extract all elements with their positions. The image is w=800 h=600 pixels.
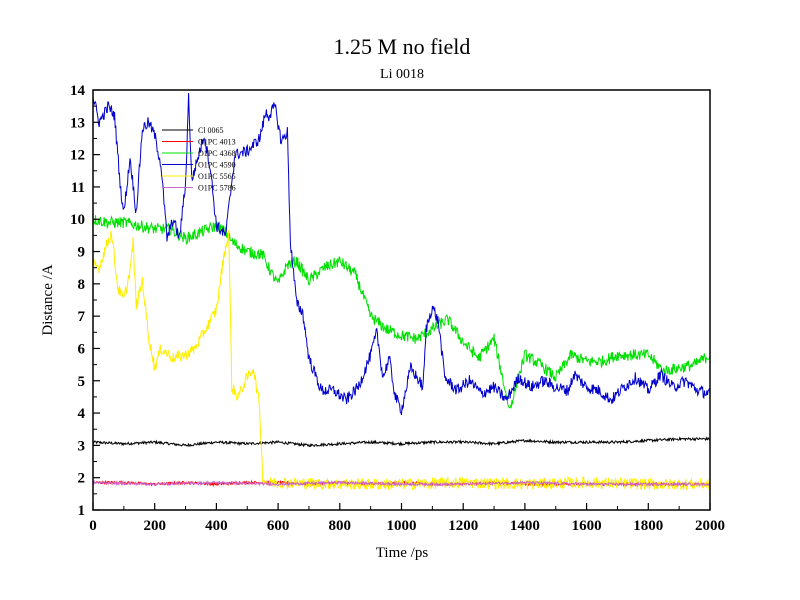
y-tick-label: 12 bbox=[70, 148, 85, 164]
x-tick-label: 800 bbox=[329, 518, 352, 534]
legend-label: O1PC 5786 bbox=[198, 184, 236, 193]
chart-title: 1.25 M no field bbox=[334, 34, 471, 59]
chart-subtitle: Li 0018 bbox=[380, 67, 424, 82]
x-tick-label: 600 bbox=[267, 518, 290, 534]
tick-layer: 0 200 400 600 800 1000 1200 1400 1600 1800 2000123… bbox=[70, 83, 725, 534]
x-axis-label: Time /ps bbox=[376, 545, 429, 561]
y-tick-label: 1 bbox=[78, 503, 86, 519]
y-tick-label: 7 bbox=[78, 309, 86, 325]
legend-label: O1PC 4368 bbox=[198, 149, 236, 158]
series-line-2 bbox=[92, 215, 711, 409]
series-line-4 bbox=[92, 229, 711, 491]
y-tick-label: 3 bbox=[78, 438, 86, 454]
legend-label: O1PC 4590 bbox=[198, 161, 236, 170]
series-line-3 bbox=[92, 92, 711, 416]
y-tick-label: 4 bbox=[78, 406, 86, 422]
legend: Cl 0065 O1PC 4013 O1PC 4368 O1PC 4590 O1PC 5… bbox=[162, 126, 236, 193]
x-tick-label: 1600 bbox=[572, 518, 602, 534]
legend-label: Cl 0065 bbox=[198, 126, 224, 135]
x-tick-label: 1800 bbox=[633, 518, 663, 534]
y-tick-label: 11 bbox=[71, 180, 85, 196]
x-tick-label: 1200 bbox=[448, 518, 478, 534]
y-tick-label: 9 bbox=[78, 245, 86, 261]
x-tick-label: 200 bbox=[143, 518, 166, 534]
x-tick-label: 1400 bbox=[510, 518, 540, 534]
y-axis-label: Distance /A bbox=[40, 264, 56, 335]
y-tick-label: 2 bbox=[78, 471, 86, 487]
y-tick-label: 13 bbox=[70, 115, 85, 131]
x-tick-label: 400 bbox=[205, 518, 228, 534]
legend-label: O1PC 5565 bbox=[198, 172, 236, 181]
legend-label: O1PC 4013 bbox=[198, 138, 236, 147]
x-tick-label: 0 bbox=[89, 518, 97, 534]
y-tick-label: 10 bbox=[70, 212, 85, 228]
series-line-0 bbox=[92, 436, 711, 448]
y-tick-label: 6 bbox=[78, 341, 86, 357]
series-line-5 bbox=[92, 479, 711, 488]
y-tick-label: 14 bbox=[70, 83, 86, 99]
series-layer bbox=[92, 92, 711, 491]
y-tick-label: 8 bbox=[78, 277, 86, 293]
x-tick-label: 2000 bbox=[695, 518, 725, 534]
x-tick-label: 1000 bbox=[387, 518, 417, 534]
y-tick-label: 5 bbox=[78, 374, 86, 390]
